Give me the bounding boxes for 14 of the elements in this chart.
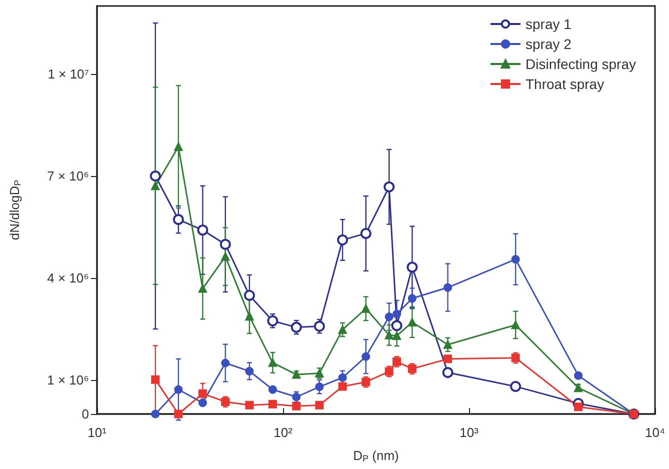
x-tick-label: 10¹ [88,425,108,440]
y-tick-label: 0 [82,406,89,422]
y-tick-label: 1 × 10⁷ [48,66,90,82]
y-tick-label: 1 × 10⁶ [47,372,89,388]
y-tick-label: 7 × 10⁶ [47,168,89,184]
x-tick-label: 10³ [460,425,480,440]
legend-label: Disinfecting spray [526,56,636,72]
legend-label: spray 2 [526,36,572,52]
x-tick-label: 10⁴ [644,425,666,440]
x-tick-label: 10² [274,425,294,440]
y-axis-title: dN/dlogDP [7,180,22,240]
y-tick-label: 4 × 10⁶ [47,270,89,286]
legend-label: Throat spray [526,76,604,92]
legend-label: spray 1 [526,16,572,32]
